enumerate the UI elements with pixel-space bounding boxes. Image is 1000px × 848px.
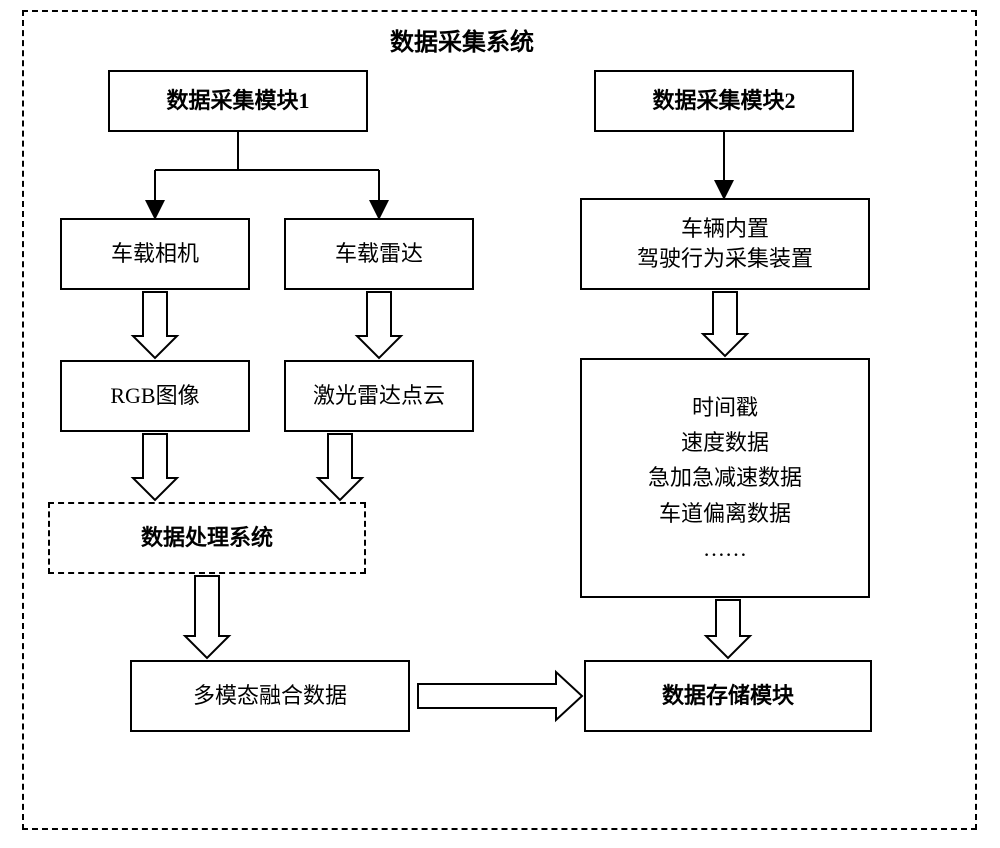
node-module2: 数据采集模块2 (594, 70, 854, 132)
node-module1: 数据采集模块1 (108, 70, 368, 132)
node-rgb: RGB图像 (60, 360, 250, 432)
node-fusion: 多模态融合数据 (130, 660, 410, 732)
diagram-title: 数据采集系统 (390, 22, 534, 57)
node-radar: 车载雷达 (284, 218, 474, 290)
node-camera: 车载相机 (60, 218, 250, 290)
node-device: 车辆内置 驾驶行为采集装置 (580, 198, 870, 290)
diagram-canvas: 数据采集系统 数据采集模块1 数据采集模块2 车载相机 车载雷达 车辆内置 驾驶… (0, 0, 1000, 848)
node-storage: 数据存储模块 (584, 660, 872, 732)
node-processing-system: 数据处理系统 (48, 502, 366, 574)
node-datalist: 时间戳 速度数据 急加急减速数据 车道偏离数据 …… (580, 358, 870, 598)
node-lidar: 激光雷达点云 (284, 360, 474, 432)
